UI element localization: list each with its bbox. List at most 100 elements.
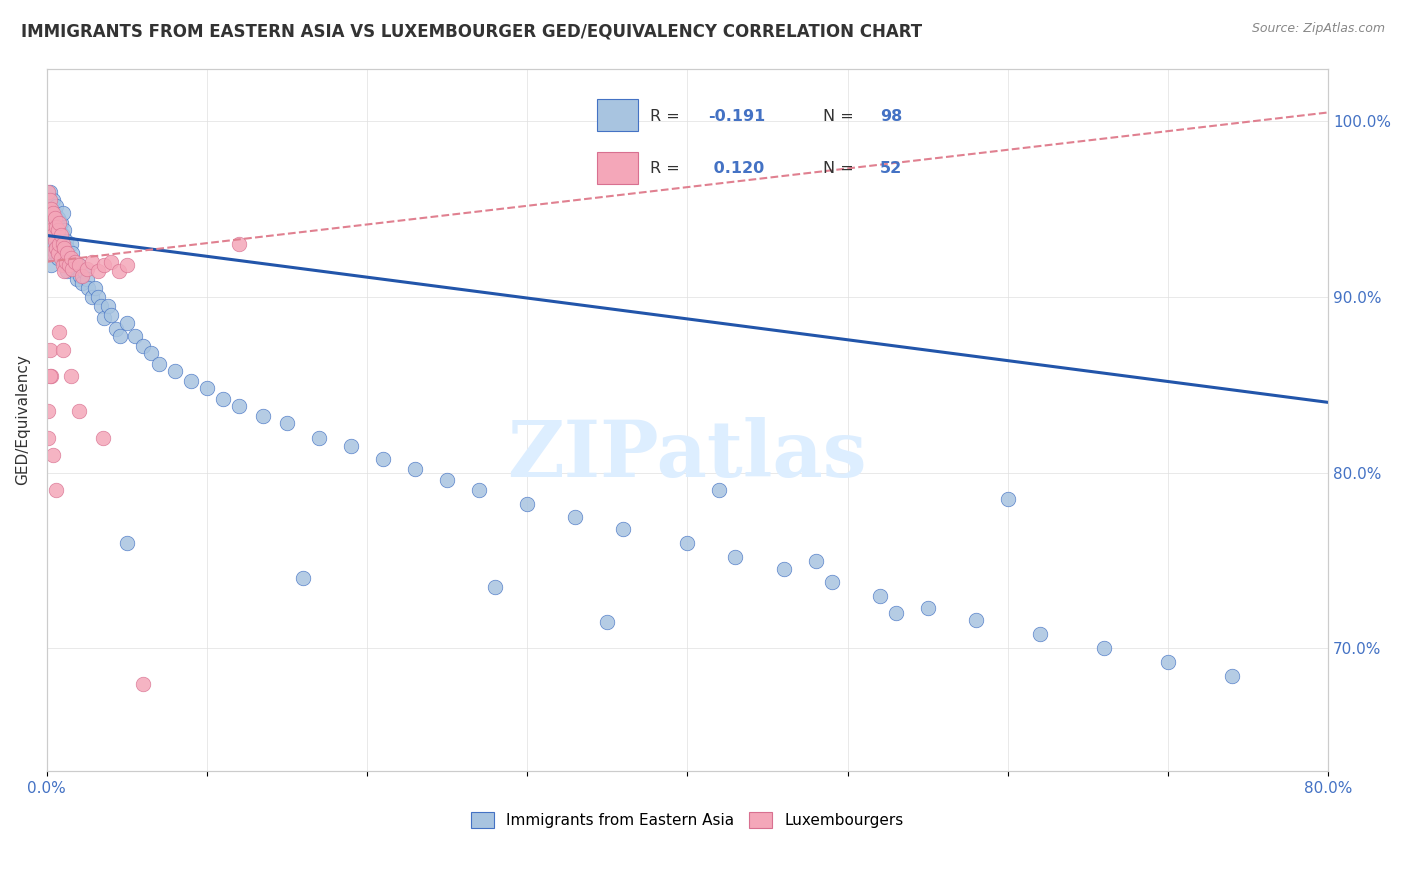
Point [228,399,250,413]
Text: IMMIGRANTS FROM EASTERN ASIA VS LUXEMBOURGER GED/EQUIVALENCY CORRELATION CHART: IMMIGRANTS FROM EASTERN ASIA VS LUXEMBOU… [21,22,922,40]
Point [163,364,186,378]
Point [124,328,146,343]
Point [38,185,60,199]
Point [72,263,94,277]
Point [42,237,65,252]
Point [52,343,75,357]
Point [45,219,67,234]
Point [564,509,586,524]
Point [997,491,1019,506]
Point [41,202,63,216]
Point [87,263,110,277]
Point [46,246,69,260]
Point [48,219,70,234]
Point [37,205,59,219]
Y-axis label: GED/Equivalency: GED/Equivalency [15,354,30,485]
Point [37,430,59,444]
Point [195,381,218,395]
Point [46,211,69,225]
Point [93,258,115,272]
Point [917,601,939,615]
Point [308,430,330,444]
Point [1092,641,1115,656]
Point [612,522,634,536]
Point [436,473,458,487]
Point [110,328,132,343]
Point [49,252,72,266]
Point [676,536,699,550]
Point [48,216,70,230]
Point [58,258,80,272]
Point [66,272,89,286]
Point [45,241,67,255]
Point [56,241,79,255]
Point [53,263,76,277]
Point [340,439,363,453]
Point [59,258,82,272]
Point [55,234,77,248]
Point [52,205,75,219]
Point [52,258,75,272]
Point [48,237,70,252]
Point [37,194,59,208]
Point [69,268,91,283]
Point [107,263,129,277]
Point [148,357,170,371]
Point [49,216,72,230]
Point [53,241,76,255]
Point [709,483,731,498]
Point [104,321,127,335]
Point [67,258,90,272]
Point [80,254,103,268]
Point [45,219,67,234]
Point [596,615,619,629]
Point [49,237,72,252]
Point [41,223,63,237]
Point [804,553,827,567]
Point [91,430,114,444]
Point [53,223,76,237]
Point [83,281,105,295]
Point [1029,627,1052,641]
Point [869,589,891,603]
Point [56,246,79,260]
Point [55,254,77,268]
Point [96,299,118,313]
Point [37,237,59,252]
Point [45,198,67,212]
Point [42,228,65,243]
Point [100,254,122,268]
Point [65,254,87,268]
Point [37,185,59,199]
Point [100,308,122,322]
Point [58,252,80,266]
Point [38,369,60,384]
Point [76,261,98,276]
Point [41,241,63,255]
Point [59,252,82,266]
Point [52,252,75,266]
Point [212,392,235,406]
Point [90,299,112,313]
Point [252,409,274,424]
Point [38,216,60,230]
Point [77,281,100,295]
Text: Source: ZipAtlas.com: Source: ZipAtlas.com [1251,22,1385,36]
Point [291,571,314,585]
Point [41,202,63,216]
Point [42,448,65,462]
Point [45,241,67,255]
Point [115,258,138,272]
Point [38,228,60,243]
Point [115,316,138,330]
Point [276,417,298,431]
Point [59,369,82,384]
Point [724,549,747,564]
Point [55,254,77,268]
Point [52,237,75,252]
Text: ZIPatlas: ZIPatlas [508,417,868,493]
Point [42,205,65,219]
Point [37,219,59,234]
Point [70,276,93,290]
Point [60,246,83,260]
